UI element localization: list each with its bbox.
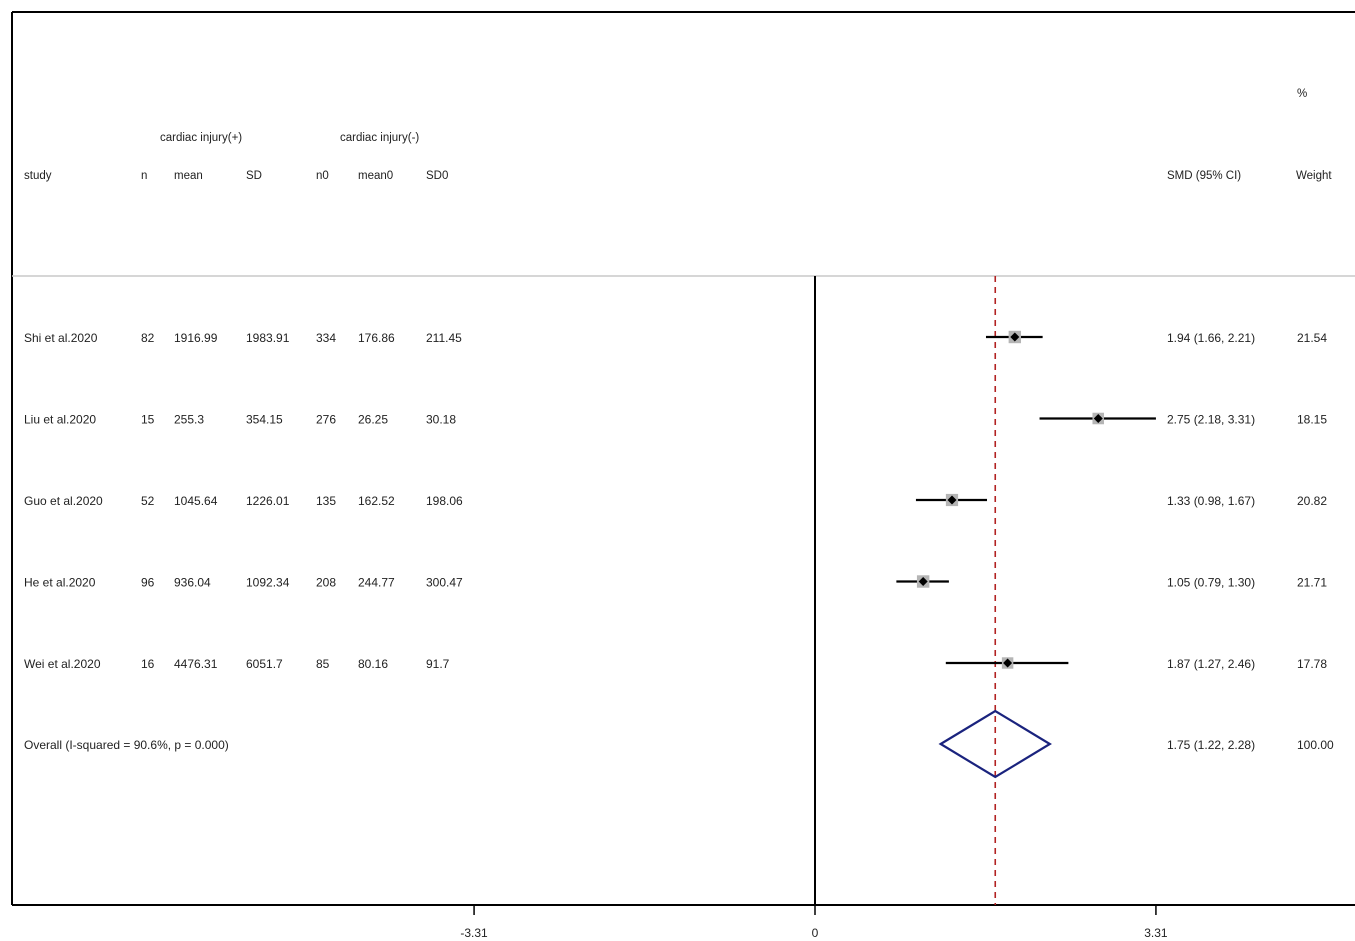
weight-value: 21.54 (1297, 331, 1327, 345)
study-rows: Shi et al.2020 82 1916.99 1983.91 334 176.86 2… (24, 330, 1327, 671)
mean-value: 255.3 (174, 413, 204, 427)
mean-value: 1045.64 (174, 494, 218, 508)
study-name: Wei et al.2020 (24, 657, 101, 671)
col-header-weight-pct: % (1297, 88, 1307, 100)
col-header-sd0: SD0 (426, 170, 448, 182)
overall-ci-text: 1.75 (1.22, 2.28) (1167, 738, 1255, 752)
sd-value: 1983.91 (246, 331, 290, 345)
mean0-value: 162.52 (358, 494, 395, 508)
sd0-value: 198.06 (426, 494, 463, 508)
point-estimate (947, 495, 957, 505)
mean0-value: 26.25 (358, 413, 388, 427)
x-tick-label: -3.31 (460, 926, 488, 940)
n0-value: 276 (316, 413, 336, 427)
study-name: He et al.2020 (24, 576, 96, 590)
study-row: Liu et al.2020 15 255.3 354.15 276 26.25 30.18… (24, 413, 1327, 427)
overall-weight: 100.00 (1297, 738, 1334, 752)
smd-ci-text: 1.94 (1.66, 2.21) (1167, 331, 1255, 345)
study-row: Wei et al.2020 16 4476.31 6051.7 85 80.16 91.7… (24, 657, 1327, 671)
col-header-mean: mean (174, 170, 203, 182)
study-row: Guo et al.2020 52 1045.64 1226.01 135 162.52 1… (24, 493, 1327, 508)
study-name: Liu et al.2020 (24, 413, 96, 427)
weight-value: 20.82 (1297, 494, 1327, 508)
study-row: Shi et al.2020 82 1916.99 1983.91 334 176.86 2… (24, 330, 1327, 345)
sd0-value: 30.18 (426, 413, 456, 427)
overall-diamond (938, 709, 1052, 779)
x-axis: -3.31 0 3.31 (460, 905, 1168, 940)
weight-value: 21.71 (1297, 576, 1327, 590)
point-estimate (1093, 414, 1103, 423)
mean0-value: 80.16 (358, 657, 388, 671)
sd0-value: 300.47 (426, 576, 463, 590)
col-header-mean0: mean0 (358, 170, 393, 182)
x-tick-label: 3.31 (1144, 926, 1168, 940)
mean-value: 1916.99 (174, 331, 218, 345)
sd-value: 354.15 (246, 413, 283, 427)
x-tick-label: 0 (812, 926, 819, 940)
mean0-value: 176.86 (358, 331, 395, 345)
smd-ci-text: 1.87 (1.27, 2.46) (1167, 657, 1255, 671)
sd-value: 1226.01 (246, 494, 290, 508)
point-estimate (918, 577, 928, 586)
study-name: Guo et al.2020 (24, 494, 103, 508)
weight-value: 17.78 (1297, 657, 1327, 671)
col-header-weight: Weight (1296, 170, 1332, 182)
col-header-study: study (24, 170, 52, 182)
mean-value: 4476.31 (174, 657, 218, 671)
sd0-value: 91.7 (426, 657, 450, 671)
mean-value: 936.04 (174, 576, 211, 590)
overall-label: Overall (I-squared = 90.6%, p = 0.000) (24, 738, 229, 752)
sd0-value: 211.45 (426, 331, 462, 345)
col-header-effect: SMD (95% CI) (1167, 170, 1241, 182)
study-row: He et al.2020 96 936.04 1092.34 208 244.77 300… (24, 575, 1327, 590)
point-estimate (1010, 332, 1020, 342)
n-value: 52 (141, 494, 155, 508)
col-header-sd: SD (246, 170, 262, 182)
group-header-exposed: cardiac injury(+) (160, 132, 242, 144)
sd-value: 1092.34 (246, 576, 290, 590)
smd-ci-text: 2.75 (2.18, 3.31) (1167, 413, 1255, 427)
group-header-control: cardiac injury(-) (340, 132, 419, 144)
mean0-value: 244.77 (358, 576, 395, 590)
smd-ci-text: 1.33 (0.98, 1.67) (1167, 494, 1255, 508)
col-header-n: n (141, 170, 147, 182)
smd-ci-text: 1.05 (0.79, 1.30) (1167, 576, 1255, 590)
weight-value: 18.15 (1297, 413, 1327, 427)
n0-value: 85 (316, 657, 330, 671)
n0-value: 334 (316, 331, 336, 345)
sd-value: 6051.7 (246, 657, 283, 671)
col-header-n0: n0 (316, 170, 329, 182)
n0-value: 208 (316, 576, 336, 590)
n-value: 82 (141, 331, 155, 345)
point-estimate (1003, 658, 1013, 668)
n-value: 15 (141, 413, 155, 427)
n-value: 16 (141, 657, 155, 671)
n0-value: 135 (316, 494, 336, 508)
study-name: Shi et al.2020 (24, 331, 98, 345)
n-value: 96 (141, 576, 155, 590)
